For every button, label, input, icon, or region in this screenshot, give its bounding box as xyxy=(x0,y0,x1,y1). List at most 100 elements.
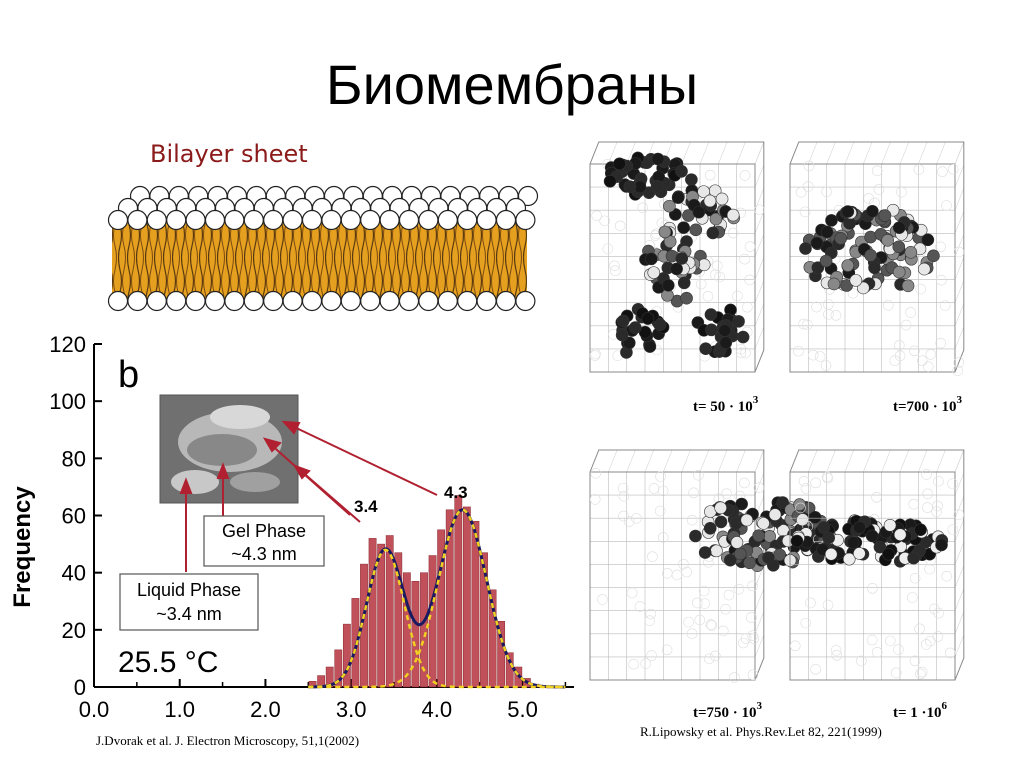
particle xyxy=(820,225,834,239)
lipid-head xyxy=(301,209,323,231)
particle xyxy=(663,199,676,213)
y-tick-label: 120 xyxy=(49,332,86,357)
particle xyxy=(682,209,695,222)
particle xyxy=(732,315,745,328)
lipid-head xyxy=(107,209,129,231)
temperature-label: 25.5 °C xyxy=(118,646,218,679)
lipid-head xyxy=(263,209,284,231)
histogram-bar xyxy=(342,623,351,688)
simulation-panels xyxy=(589,141,965,683)
lipid-tails xyxy=(112,220,527,298)
particle xyxy=(878,209,892,222)
particle xyxy=(822,531,835,545)
particle xyxy=(846,536,860,549)
particle xyxy=(773,548,786,562)
lipid-head xyxy=(185,209,206,231)
histogram-bar xyxy=(471,520,480,688)
particle xyxy=(671,191,685,204)
particle xyxy=(697,185,710,198)
particle xyxy=(868,261,881,275)
particle xyxy=(714,515,728,529)
bilayer-caption: Bilayer sheet xyxy=(150,140,308,168)
particle xyxy=(752,529,765,543)
x-tick-label: 0.0 xyxy=(79,697,110,722)
particle xyxy=(650,180,664,193)
lipid-head xyxy=(437,209,458,231)
histogram-bar xyxy=(368,538,377,688)
particle xyxy=(824,547,838,561)
histogram-bar xyxy=(497,621,506,688)
histogram-bar xyxy=(445,509,454,688)
lipid-head xyxy=(107,290,129,312)
particle xyxy=(645,252,658,266)
particle xyxy=(705,323,718,337)
x-tick-label: 4.0 xyxy=(422,697,453,722)
lipid-head xyxy=(495,290,517,312)
gauss-gel-curve xyxy=(308,508,566,689)
lipid-head xyxy=(321,290,342,312)
lipid-head xyxy=(166,290,187,312)
histogram-bar xyxy=(480,552,488,688)
gel-phase-size: ~4.3 nm xyxy=(231,544,297,564)
lipid-head xyxy=(398,209,420,231)
particle xyxy=(703,521,717,535)
lipid-head xyxy=(282,209,303,231)
lipid-head xyxy=(146,209,167,231)
particle xyxy=(709,212,723,226)
particle xyxy=(921,233,935,247)
particle xyxy=(628,321,642,334)
histogram-bar xyxy=(462,506,471,688)
lipid-head xyxy=(418,209,439,231)
particle xyxy=(881,234,894,247)
particle xyxy=(849,274,863,287)
particle xyxy=(827,277,841,291)
particle xyxy=(685,173,698,186)
lipid-head xyxy=(515,290,536,312)
particle xyxy=(617,314,630,328)
slide-title: Биомембраны xyxy=(325,53,699,116)
particle xyxy=(892,240,906,254)
particle xyxy=(641,312,655,325)
gauss-liquid-curve xyxy=(308,548,566,689)
particle xyxy=(819,254,833,268)
histogram-bar xyxy=(402,572,411,688)
lipid-head xyxy=(127,290,148,312)
particle xyxy=(892,265,906,279)
particle xyxy=(730,536,744,549)
particle xyxy=(623,180,637,193)
lipid-head xyxy=(243,209,264,231)
y-tick-label: 80 xyxy=(62,446,86,471)
particle xyxy=(726,208,740,222)
particle xyxy=(692,205,706,219)
particle xyxy=(689,529,702,543)
y-tick-label: 40 xyxy=(62,561,86,586)
simulation-box xyxy=(589,141,765,373)
particle xyxy=(647,266,661,279)
lipid-head xyxy=(340,290,361,312)
x-tick-label: 3.0 xyxy=(336,697,367,722)
particle xyxy=(799,242,812,255)
particle xyxy=(790,534,804,548)
lipid-head xyxy=(515,209,536,231)
particle xyxy=(834,232,848,245)
particle xyxy=(658,225,672,239)
particle xyxy=(740,513,754,527)
particle xyxy=(715,192,729,206)
particle xyxy=(883,519,897,532)
histogram-bar xyxy=(394,552,403,688)
lipid-head xyxy=(379,209,400,231)
particle xyxy=(733,547,747,561)
particle xyxy=(703,194,717,208)
particle xyxy=(856,281,870,295)
lipid-head xyxy=(204,209,226,231)
particle xyxy=(914,523,927,537)
histogram-bar xyxy=(454,495,463,688)
particle xyxy=(661,279,675,292)
lipid-head xyxy=(437,290,458,312)
lipid-head xyxy=(127,209,148,231)
x-tick-label: 2.0 xyxy=(250,697,281,722)
y-tick-label: 20 xyxy=(62,618,86,643)
lipid-head xyxy=(398,290,420,312)
lipid-head xyxy=(224,209,245,231)
particle xyxy=(723,553,737,567)
